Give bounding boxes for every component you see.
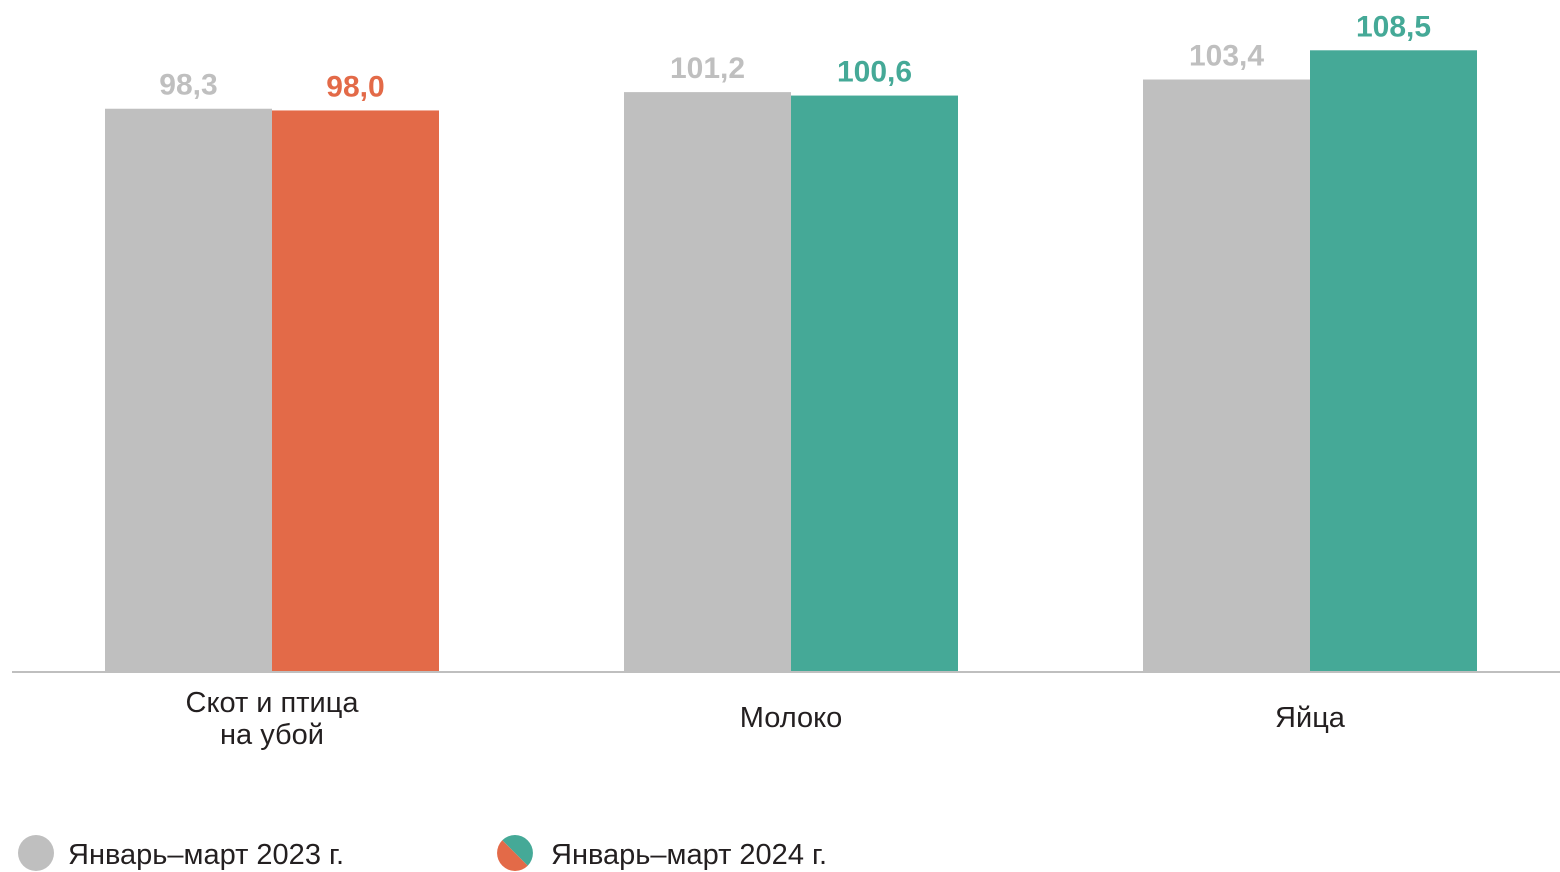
data-label-2023-0: 98,3 [159,69,217,102]
legend: Январь–март 2023 г. Январь–март 2024 г. [18,835,827,871]
data-label-2024-0: 98,0 [326,70,384,103]
bar-2023-0 [105,108,272,673]
category-label-2: Яйца [1275,702,1346,734]
category-label-1: Молоко [740,702,843,734]
legend-marker-2024-orange [497,840,528,871]
data-label-2024-2: 108,5 [1356,10,1431,43]
data-label-2023-2: 103,4 [1189,40,1264,73]
data-label-2024-1: 100,6 [837,56,912,89]
bar-2024-0 [272,110,439,672]
category-labels: Скот и птица на убой Молоко Яйца [186,687,1346,751]
bars-group: 98,3 98,0 101,2 100,6 103,4 108,5 [105,10,1477,673]
legend-marker-2023 [18,835,54,871]
bar-2024-1 [791,95,958,672]
legend-marker-2024-teal [502,835,533,866]
legend-label-2024: Январь–март 2024 г. [551,839,827,871]
bar-2023-2 [1143,79,1310,672]
legend-label-2023: Январь–март 2023 г. [68,839,344,871]
bar-2023-1 [624,92,791,672]
bar-2024-2 [1310,50,1477,673]
category-label-0: Скот и птица на убой [186,687,360,751]
data-label-2023-1: 101,2 [670,52,745,85]
